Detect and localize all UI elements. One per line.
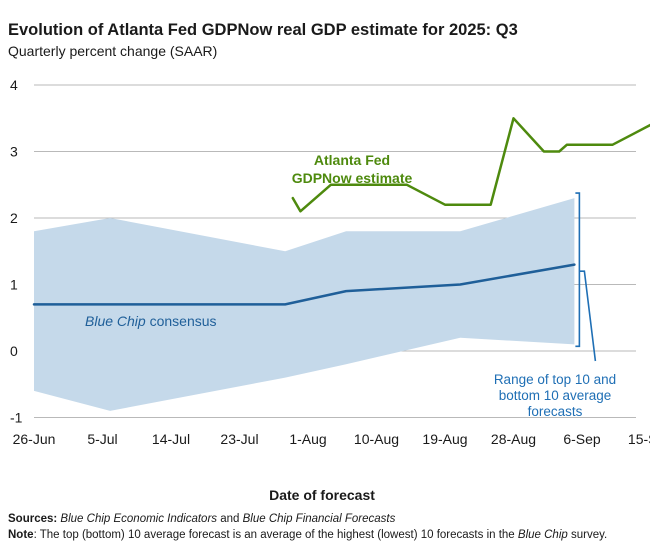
sources-line: Sources: Blue Chip Economic Indicators a… bbox=[8, 513, 395, 525]
range-bracket-leader bbox=[579, 270, 597, 362]
sources-publication-1: Blue Chip Economic Indicators bbox=[60, 513, 218, 525]
series-lines bbox=[32, 117, 650, 306]
x-axis-ticks: 26-Jun 5-Jul 14-Jul 23-Jul 1-Aug 10-Aug 19-Aug… bbox=[13, 431, 650, 447]
note-text-2: survey. bbox=[567, 529, 608, 541]
x-tick-label: 10-Aug bbox=[354, 431, 399, 447]
range-band-label: bottom 10 average bbox=[499, 388, 612, 403]
note-italic: Blue Chip bbox=[517, 529, 568, 541]
x-tick-label: 26-Jun bbox=[13, 431, 56, 447]
x-tick-label: 1-Aug bbox=[289, 431, 326, 447]
blue-chip-label-plain: consensus bbox=[146, 313, 217, 329]
chart-title: Evolution of Atlanta Fed GDPNow real GDP… bbox=[8, 21, 518, 39]
x-tick-label: 5-Jul bbox=[87, 431, 117, 447]
y-tick-label: 4 bbox=[10, 77, 18, 93]
x-axis-title: Date of forecast bbox=[269, 487, 375, 500]
note-line: Note: The top (bottom) 10 average foreca… bbox=[8, 529, 607, 541]
range-bracket bbox=[575, 192, 597, 362]
sources-label: Sources: bbox=[8, 513, 58, 525]
y-tick-label: 2 bbox=[10, 210, 18, 226]
gdpnow-chart: -1 0 1 2 3 4 26-Jun 5-Jul 14-Jul 23-Jul 1-Aug 10-A… bbox=[10, 77, 650, 500]
note-label: Note bbox=[8, 529, 34, 541]
chart-subtitle: Quarterly percent change (SAAR) bbox=[8, 43, 218, 59]
x-tick-label: 23-Jul bbox=[220, 431, 258, 447]
range-bracket-shape bbox=[575, 192, 581, 348]
y-tick-label: -1 bbox=[10, 410, 23, 426]
y-tick-label: 0 bbox=[10, 343, 18, 359]
range-band-label: Range of top 10 and bbox=[494, 372, 616, 387]
y-tick-label: 3 bbox=[10, 144, 18, 160]
x-tick-label: 14-Jul bbox=[152, 431, 190, 447]
atlanta-fed-gdpnow-estimate-line bbox=[291, 117, 650, 213]
y-axis-ticks: -1 0 1 2 3 4 bbox=[10, 77, 23, 426]
sources-and: and bbox=[217, 513, 243, 525]
forecast-range-band bbox=[34, 198, 575, 411]
x-tick-label: 15-Sep bbox=[628, 431, 650, 447]
gdpnow-series-label: Atlanta Fed bbox=[314, 152, 390, 168]
sources-publication-2: Blue Chip Financial Forecasts bbox=[242, 513, 396, 525]
blue-chip-label-italic: Blue Chip bbox=[85, 313, 146, 329]
x-tick-label: 6-Sep bbox=[563, 431, 601, 447]
note-text-1: : The top (bottom) 10 average forecast i… bbox=[33, 529, 518, 541]
x-tick-label: 19-Aug bbox=[422, 431, 467, 447]
range-band-label: forecasts bbox=[528, 404, 583, 419]
x-tick-label: 28-Aug bbox=[491, 431, 536, 447]
y-tick-label: 1 bbox=[10, 277, 18, 293]
gdpnow-series-label: GDPNow estimate bbox=[292, 170, 413, 186]
blue-chip-series-label: Blue Chip consensus bbox=[85, 313, 217, 329]
blue-chip-consensus-line bbox=[32, 263, 576, 306]
series-labels: Atlanta Fed GDPNow estimate Blue Chip cons… bbox=[85, 152, 616, 419]
